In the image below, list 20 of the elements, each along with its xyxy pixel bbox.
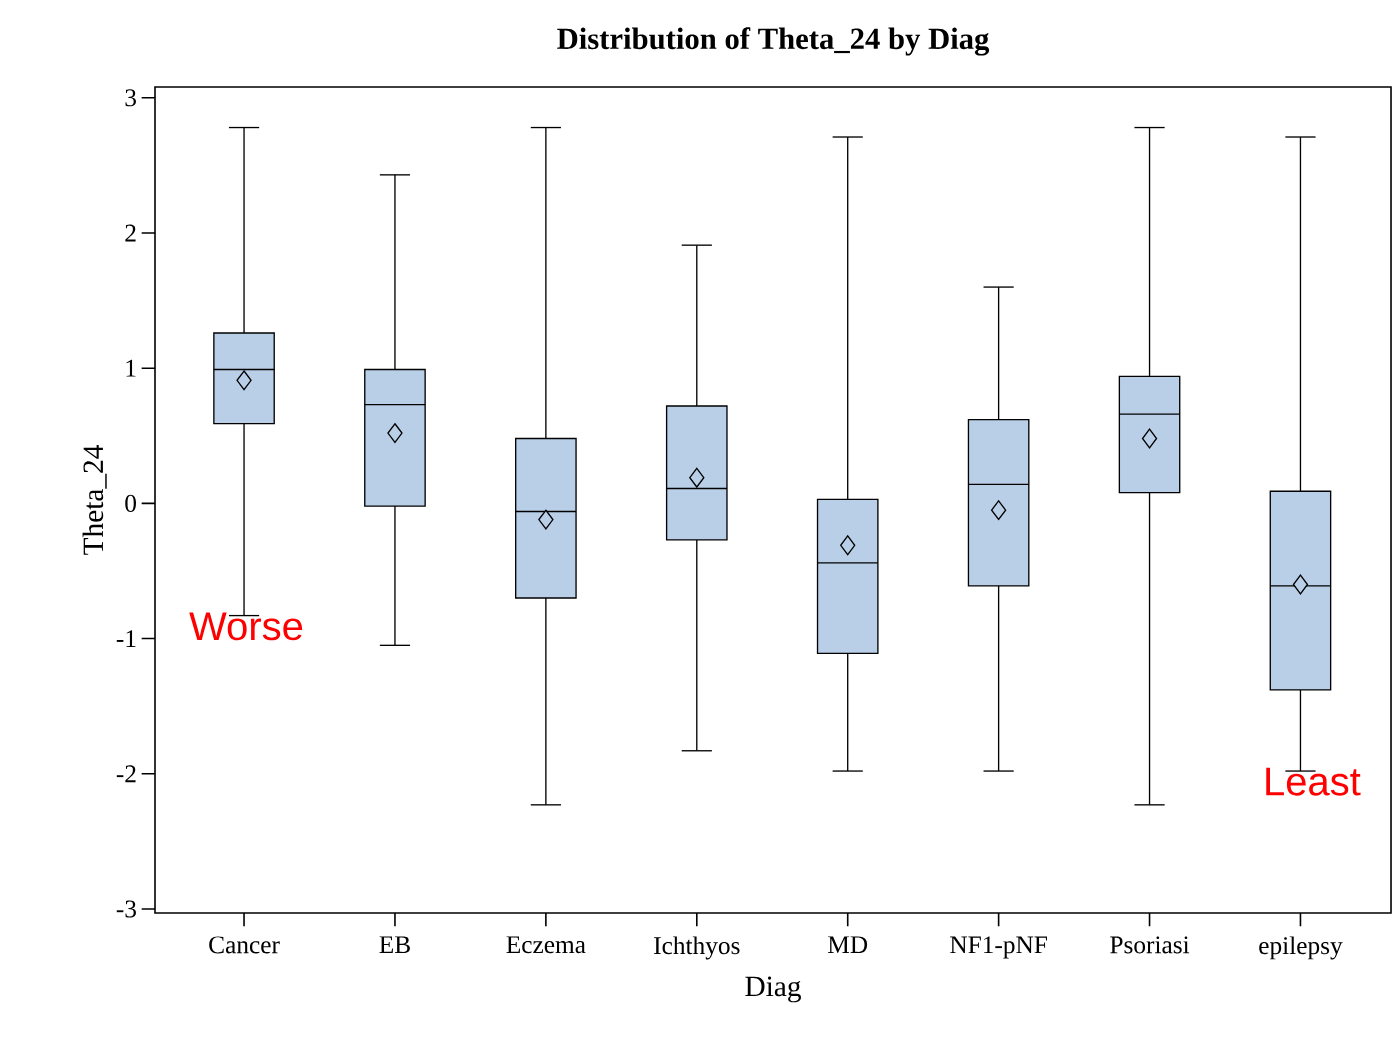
annotation: Least (1266, 767, 1361, 796)
x-tick-label: NF1-pNF (950, 936, 1047, 959)
y-tick-label: 0 (125, 494, 136, 512)
y-tick-label: 2 (125, 224, 136, 242)
y-tick-label: 3 (125, 89, 136, 107)
x-tick-label: MD (828, 936, 868, 954)
y-tick-label: -1 (116, 630, 136, 647)
x-axis-title: Diag (745, 976, 801, 1003)
y-axis-title: Theta_24 (82, 445, 107, 555)
y-tick-label: -3 (116, 900, 136, 918)
y-tick-label: 1 (126, 359, 136, 377)
x-tick-label: Eczema (506, 936, 586, 954)
x-tick-label: Ichthyos (654, 936, 740, 960)
annotation: Worse (189, 612, 303, 641)
x-tick-label: Cancer (209, 936, 280, 954)
x-tick-label: EB (379, 936, 410, 954)
x-tick-label: Psoriasi (1110, 936, 1190, 954)
y-tick-label: -2 (116, 765, 136, 783)
x-tick-label: epilepsy (1259, 936, 1343, 960)
chart-title: Distribution of Theta_24 by Diag (557, 27, 990, 56)
